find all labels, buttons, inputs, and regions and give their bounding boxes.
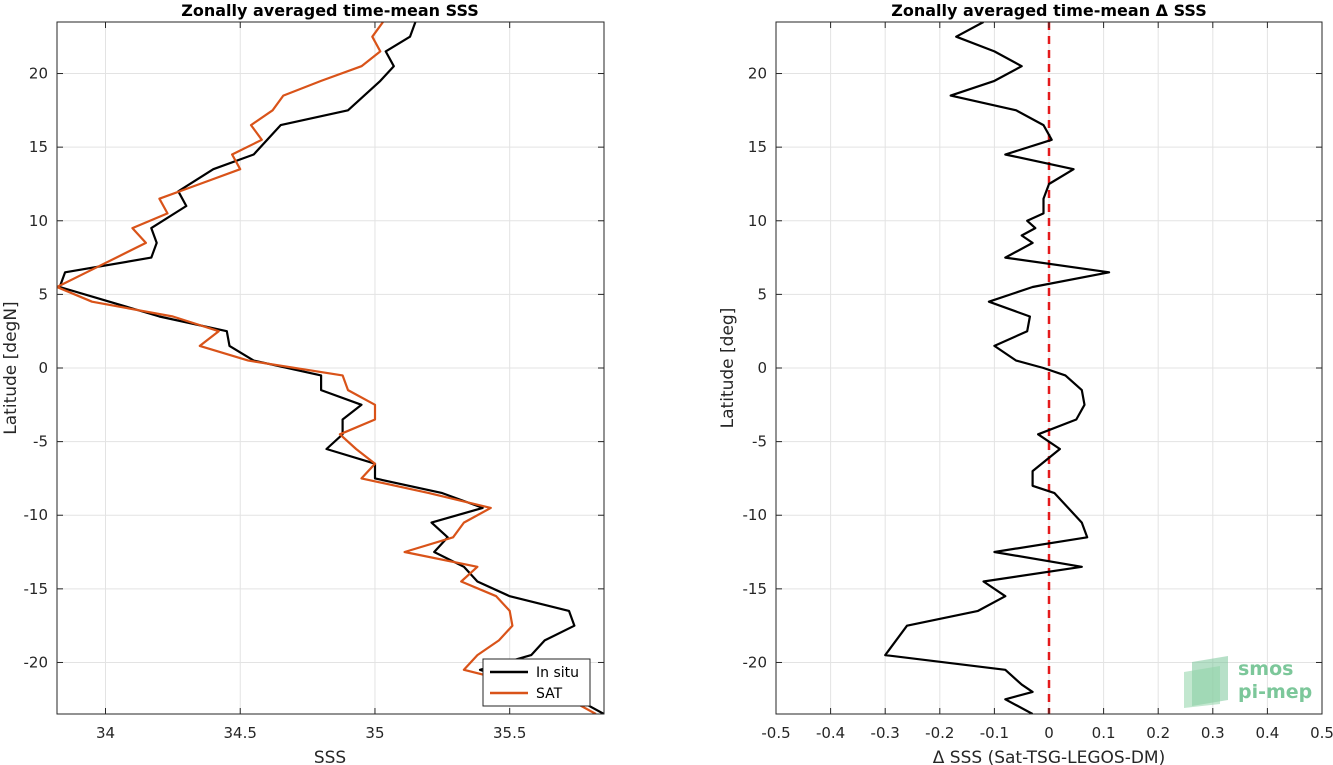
delta-sss-series-line [884,22,1111,714]
x-tick-label: 35.5 [493,724,526,742]
y-tick-label: -10 [743,506,768,524]
left-chart-title: Zonally averaged time-mean SSS [181,1,479,20]
left-series-lines [57,22,604,714]
right-series-lines [884,22,1111,714]
x-tick-label: 0.3 [1201,724,1225,742]
y-tick-label: 15 [29,138,48,156]
y-tick-label: 20 [748,65,767,83]
x-tick-label: 34.5 [224,724,257,742]
logo-text-smos: smos [1238,658,1293,680]
x-tick-label: 0.1 [1092,724,1116,742]
y-tick-label: 10 [29,212,48,230]
y-tick-label: -20 [24,653,49,671]
legend-label-sat: SAT [536,686,563,702]
left-ticks: 34 34.5 35 35.5 20 15 10 5 0 -5 -10 -15 -20 [24,22,604,742]
x-tick-label: 0 [1044,724,1054,742]
legend-box [482,658,591,707]
y-tick-label: -15 [743,580,768,598]
y-tick-label: -10 [24,506,49,524]
x-tick-label: -0.4 [816,724,845,742]
in-situ-series-line [58,22,604,714]
y-tick-label: -20 [743,653,768,671]
x-tick-label: 0.5 [1310,724,1333,742]
logo-mark-front [1184,666,1220,708]
y-tick-label: 5 [38,285,48,303]
y-tick-label: -5 [752,433,767,451]
right-chart-panel: -0.5 -0.4 -0.3 -0.2 -0.1 0 0.1 0.2 0.3 0.4 0.5 20 15… [718,1,1333,765]
x-tick-label: 34 [96,724,115,742]
x-tick-label: 0.2 [1146,724,1170,742]
y-tick-label: 0 [38,359,48,377]
left-grid [57,22,604,714]
y-tick-label: 5 [757,285,767,303]
x-tick-label: -0.2 [925,724,954,742]
sat-series-line [57,22,597,714]
y-tick-label: 20 [29,65,48,83]
x-tick-label: -0.1 [980,724,1009,742]
legend: In situ SAT [482,658,591,707]
left-x-axis-label: SSS [314,748,346,765]
x-tick-label: -0.5 [761,724,790,742]
right-y-axis-label: Latitude [deg] [718,308,738,429]
y-tick-label: 15 [748,138,767,156]
y-tick-label: -15 [24,580,49,598]
right-x-axis-label: Δ SSS (Sat-TSG-LEGOS-DM) [933,748,1165,765]
y-tick-label: 10 [748,212,767,230]
left-chart-panel: 34 34.5 35 35.5 20 15 10 5 0 -5 -10 -15 -20 Zonally … [1,1,605,765]
logo-text-pi-mep: pi-mep [1238,681,1312,703]
legend-label-in-situ: In situ [536,665,579,681]
x-tick-label: 35 [365,724,384,742]
left-y-axis-label: Latitude [degN] [1,301,21,434]
x-tick-label: -0.3 [871,724,900,742]
x-tick-label: 0.4 [1255,724,1279,742]
y-tick-label: 0 [757,359,767,377]
right-chart-title: Zonally averaged time-mean Δ SSS [891,1,1207,20]
y-tick-label: -5 [33,433,48,451]
right-ticks: -0.5 -0.4 -0.3 -0.2 -0.1 0 0.1 0.2 0.3 0.4 0.5 20 15… [743,22,1333,742]
smos-pi-mep-logo: smos pi-mep [1184,656,1312,708]
